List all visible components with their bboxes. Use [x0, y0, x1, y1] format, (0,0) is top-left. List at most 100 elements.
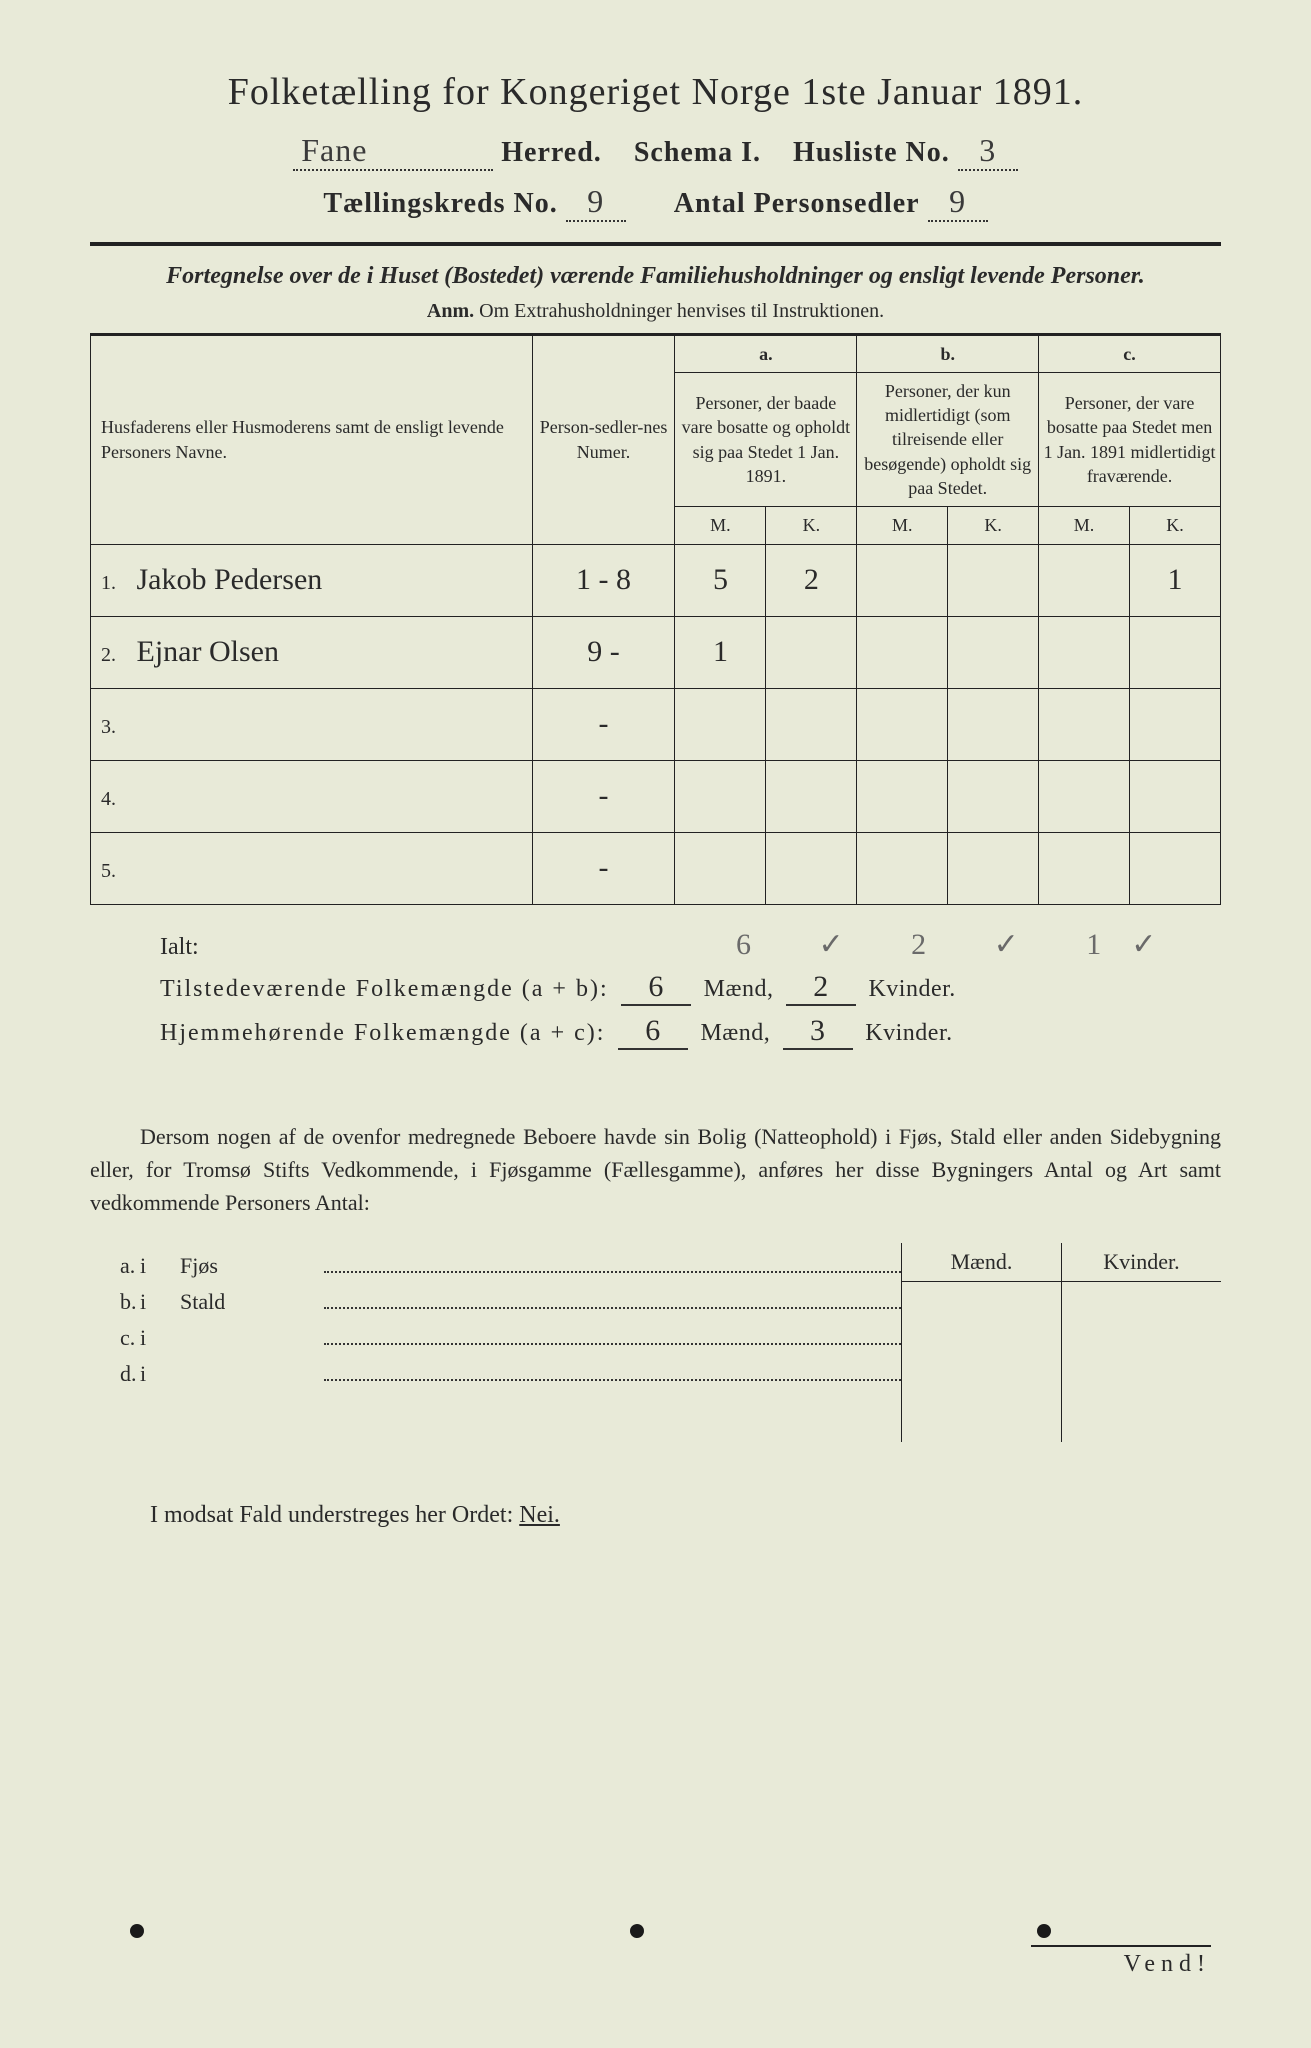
row-num: 3. [101, 716, 129, 739]
cell-bM [857, 760, 948, 832]
cell-cK [1130, 688, 1221, 760]
mk-m-col [902, 1282, 1062, 1442]
col-group-a-text: Personer, der baade vare bosatte og opho… [675, 372, 857, 506]
meta-line-1: Fane Herred. Schema I. Husliste No. 3 [90, 132, 1221, 171]
dotted-line [324, 1359, 901, 1381]
cell-bM [857, 688, 948, 760]
cell-bK [948, 832, 1039, 904]
meta-line-2: Tællingskreds No. 9 Antal Personsedler 9 [90, 183, 1221, 222]
final-line: I modsat Fald understreges her Ordet: Ne… [90, 1502, 1221, 1529]
sum-line-2: Hjemmehørende Folkemængde (a + c): 6 Mæn… [160, 1014, 1221, 1050]
mk-maend: Mænd. [902, 1243, 1062, 1281]
mk-k-col [1062, 1282, 1221, 1442]
census-table: Husfaderens eller Husmoderens samt de en… [90, 335, 1221, 905]
cell-cK: 1 [1130, 544, 1221, 616]
col-header-name: Husfaderens eller Husmoderens samt de en… [91, 335, 533, 544]
cell-name: 3. [91, 688, 533, 760]
cell-aM: 1 [675, 616, 766, 688]
dotted-line [324, 1251, 901, 1273]
cell-aK [766, 832, 857, 904]
cell-aK [766, 616, 857, 688]
antal-value: 9 [928, 183, 988, 222]
census-table-body: 1. Jakob Pedersen 1 - 8 5 2 1 2. Ejnar O… [91, 544, 1221, 904]
side-row-a: a. i Fjøs [90, 1251, 901, 1279]
subtitle: Fortegnelse over de i Huset (Bostedet) v… [90, 260, 1221, 294]
side-list: a. i Fjøs b. i Stald c. i d. i [90, 1243, 901, 1442]
table-row: 5. - [91, 832, 1221, 904]
col-group-c-text: Personer, der vare bosatte paa Stedet me… [1039, 372, 1221, 506]
punch-hole [130, 1924, 144, 1938]
mk-box-body [902, 1282, 1221, 1442]
cell-bM [857, 616, 948, 688]
col-group-b-label: b. [857, 335, 1039, 372]
col-group-a-label: a. [675, 335, 857, 372]
page-title: Folketælling for Kongeriget Norge 1ste J… [90, 70, 1221, 114]
table-row: 4. - [91, 760, 1221, 832]
kvinder-label: Kvinder. [865, 1020, 952, 1046]
cell-bK [948, 616, 1039, 688]
side-row-d: d. i [90, 1359, 901, 1387]
note-line: Anm. Om Extrahusholdninger henvises til … [90, 300, 1221, 323]
cell-bM [857, 544, 948, 616]
row-num: 2. [101, 644, 129, 667]
cell-num: - [532, 760, 675, 832]
col-c-m: M. [1039, 507, 1130, 544]
col-header-name-text: Husfaderens eller Husmoderens samt de en… [101, 417, 504, 461]
cell-aM: 5 [675, 544, 766, 616]
kreds-value: 9 [566, 183, 626, 222]
cell-cK [1130, 616, 1221, 688]
side-fjos: Fjøs [180, 1253, 320, 1279]
row-num: 5. [101, 860, 129, 883]
cell-bK [948, 760, 1039, 832]
col-a-m: M. [675, 507, 766, 544]
cell-num: - [532, 688, 675, 760]
punch-hole [630, 1924, 644, 1938]
dotted-line [324, 1287, 901, 1309]
row-num: 1. [101, 572, 129, 595]
cell-cM [1039, 832, 1130, 904]
note-text: Om Extrahusholdninger henvises til Instr… [479, 300, 884, 322]
table-row: 1. Jakob Pedersen 1 - 8 5 2 1 [91, 544, 1221, 616]
cell-name: 4. [91, 760, 533, 832]
herred-value: Fane [293, 132, 493, 171]
sum-line-1: Tilstedeværende Folkemængde (a + b): 6 M… [160, 970, 1221, 1006]
side-i: i [140, 1289, 180, 1315]
cell-name: 5. [91, 832, 533, 904]
cell-cM [1039, 544, 1130, 616]
cell-aM [675, 760, 766, 832]
cell-aM [675, 832, 766, 904]
mk-kvinder: Kvinder. [1062, 1243, 1221, 1281]
cell-bM [857, 832, 948, 904]
side-i: i [140, 1325, 180, 1351]
antal-label: Antal Personsedler [674, 188, 920, 219]
cell-cM [1039, 760, 1130, 832]
row-num: 4. [101, 788, 129, 811]
sum2-label: Hjemmehørende Folkemængde (a + c): [160, 1020, 605, 1046]
vend-label: Vend! [1031, 1945, 1211, 1978]
table-row: 3. - [91, 688, 1221, 760]
row-name: Jakob Pedersen [137, 563, 323, 596]
side-b-label: b. [90, 1289, 140, 1315]
cell-name: 1. Jakob Pedersen [91, 544, 533, 616]
side-stald: Stald [180, 1289, 320, 1315]
col-group-c-label: c. [1039, 335, 1221, 372]
cell-cK [1130, 832, 1221, 904]
kreds-label: Tællingskreds No. [323, 188, 557, 219]
side-i: i [140, 1361, 180, 1387]
col-b-m: M. [857, 507, 948, 544]
col-b-k: K. [948, 507, 1039, 544]
husliste-label: Husliste No. [793, 137, 950, 168]
side-i: i [140, 1253, 180, 1279]
sum2-m: 6 [618, 1014, 688, 1050]
col-c-k: K. [1130, 507, 1221, 544]
side-row-c: c. i [90, 1323, 901, 1351]
divider-thick [90, 242, 1221, 246]
col-group-b-text: Personer, der kun midlertidigt (som tilr… [857, 372, 1039, 506]
cell-cK [1130, 760, 1221, 832]
cell-bK [948, 688, 1039, 760]
cell-aK: 2 [766, 544, 857, 616]
final-nei: Nei. [519, 1502, 560, 1528]
check-marks: 6 ✓ 2 ✓ 1✓ [736, 928, 1186, 961]
side-c-label: c. [90, 1325, 140, 1351]
ialt-label: Ialt: [160, 934, 310, 961]
